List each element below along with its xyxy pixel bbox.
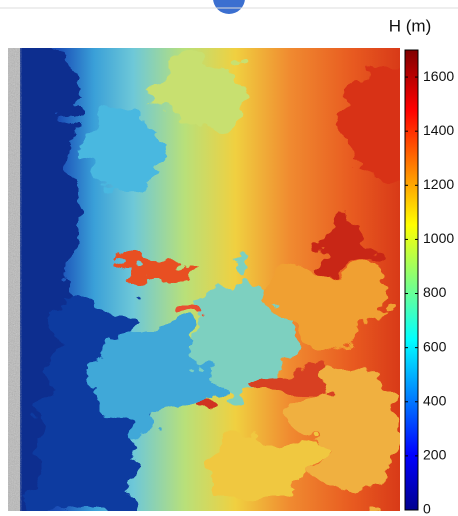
tick-label: 1400 <box>423 122 454 138</box>
tick-label: 0 <box>423 501 431 516</box>
tick-label: 800 <box>423 284 447 300</box>
elevation-map <box>8 48 400 511</box>
tick-label: 200 <box>423 447 447 463</box>
tick-label: 600 <box>423 338 447 354</box>
tick-label: 1000 <box>423 230 454 246</box>
colorbar-label: H (m) <box>389 16 431 35</box>
colorbar-ticks: 0 200 400 600 800 1000 1200 1400 1600 <box>405 68 454 516</box>
colorbar <box>404 49 419 511</box>
tick-label: 1200 <box>423 176 454 192</box>
tick-label: 400 <box>423 392 447 408</box>
tick-label: 1600 <box>423 68 454 84</box>
top-button[interactable] <box>213 0 245 14</box>
